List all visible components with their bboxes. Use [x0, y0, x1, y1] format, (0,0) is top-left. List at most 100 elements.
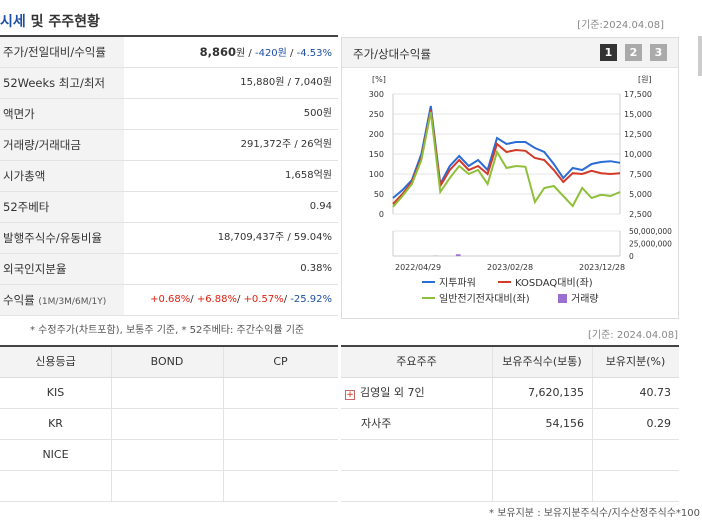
info-label: 주가/전일대비/수익률: [0, 37, 124, 67]
right-tick-label: 12,500: [624, 130, 652, 139]
info-value: 15,880원 / 7,040원: [240, 77, 332, 88]
footnote: * 보유지분 : 보유지분주식수/지수산정주식수*100: [489, 508, 700, 519]
info-value: 0.94: [309, 201, 332, 212]
chart-panel: 주가/상대수익률 1 2 3 [%] [원] 300 250 200 150 100 50 0 1…: [341, 37, 679, 319]
price-change-rate: -4.53%: [296, 48, 332, 59]
info-row-shares: 발행주식수/유동비율 18,709,437주 / 59.04%: [0, 223, 338, 254]
title-highlight: 시세: [0, 14, 26, 30]
x-tick-label: 2023/12/28: [579, 263, 625, 272]
info-label: 거래량/거래대금: [0, 130, 124, 160]
left-tick-label: 100: [369, 170, 384, 179]
info-row-par-value: 액면가 500원: [0, 99, 338, 130]
title-rest: 및 주주현황: [25, 14, 100, 30]
asof-date: [기준:2024.04.08]: [577, 20, 664, 31]
x-tick-label: 2023/02/28: [487, 263, 533, 272]
chart: [%] [원] 300 250 200 150 100 50 0 17,500 15,000 12,5…: [369, 75, 672, 305]
left-tick-label: 150: [369, 150, 384, 159]
expand-icon[interactable]: +: [345, 390, 355, 400]
scrollbar[interactable]: [698, 36, 702, 76]
info-label: 수익률 (1M/3M/6M/1Y): [0, 285, 124, 315]
col-header: CP: [273, 355, 288, 368]
holder-name: 자사주: [361, 417, 392, 430]
info-value: +0.68%/ +6.88%/ +0.57%/ -25.92%: [150, 294, 332, 305]
table-row: 자사주 54,156 0.29: [341, 409, 679, 440]
info-row-foreign: 외국인지분율 0.38%: [0, 254, 338, 285]
asof-date-2: [기준: 2024.04.08]: [587, 330, 678, 341]
info-label: 시가총액: [0, 161, 124, 191]
series-line-2: [392, 109, 621, 205]
info-value: 8,860원 / -420원 / -4.53%: [199, 45, 332, 59]
info-label: 52Weeks 최고/최저: [0, 68, 124, 98]
table-header: 신용등급 BOND CP: [0, 347, 338, 378]
left-axis-unit: [%]: [372, 75, 386, 84]
left-tick-label: 0: [379, 210, 384, 219]
right-tick-label: 17,500: [624, 90, 652, 99]
table-row: KR: [0, 409, 338, 440]
col-header: 보유지분(%): [605, 355, 666, 368]
col-header: 보유주식수(보통): [502, 355, 582, 368]
volume-tick-label: 50,000,000: [629, 227, 672, 236]
price-info-table: 주가/전일대비/수익률 8,860원 / -420원 / -4.53% 52We…: [0, 37, 338, 316]
legend-label: 일반전기전자대비(좌): [439, 293, 530, 305]
info-value: 500원: [303, 108, 332, 119]
info-value: 18,709,437주 / 59.04%: [217, 232, 332, 243]
shareholder-table: 주요주주 보유주식수(보통) 보유지분(%) + 김영일 외 7인 7,620,1…: [341, 345, 679, 502]
footnote: * 수정주가(차트포함), 보통주 기준, * 52주베타: 주간수익률 기준: [30, 325, 305, 336]
volume-tick-label: 25,000,000: [629, 240, 672, 249]
info-row-returns: 수익률 (1M/3M/6M/1Y) +0.68%/ +6.88%/ +0.57%…: [0, 285, 338, 316]
table-row: [341, 440, 679, 471]
info-row-52weeks: 52Weeks 최고/최저 15,880원 / 7,040원: [0, 68, 338, 99]
page-title: 시세 및 주주현황: [0, 11, 100, 31]
table-header: 주요주주 보유주식수(보통) 보유지분(%): [341, 347, 679, 378]
col-header: 주요주주: [396, 355, 437, 368]
info-label: 발행주식수/유동비율: [0, 223, 124, 253]
period-button-3[interactable]: 3: [650, 44, 667, 61]
credit-rating-table: 신용등급 BOND CP KIS KR NICE: [0, 345, 338, 502]
series-line-3: [392, 111, 621, 208]
table-row: KIS: [0, 378, 338, 409]
col-header: BOND: [150, 355, 184, 368]
left-tick-label: 50: [374, 190, 384, 199]
right-tick-label: 5,000: [629, 190, 652, 199]
info-label: 52주베타: [0, 192, 124, 222]
right-tick-label: 10,000: [624, 150, 652, 159]
info-row-volume: 거래량/거래대금 291,372주 / 26억원: [0, 130, 338, 161]
legend-label: KOSDAQ대비(좌): [515, 277, 593, 289]
table-row: + 김영일 외 7인 7,620,135 40.73: [341, 378, 679, 409]
left-tick-label: 250: [369, 110, 384, 119]
period-button-1[interactable]: 1: [600, 44, 617, 61]
current-price: 8,860: [199, 45, 237, 59]
info-label: 외국인지분율: [0, 254, 124, 284]
chart-header: 주가/상대수익률 1 2 3: [342, 38, 678, 68]
series-line-1: [392, 105, 621, 199]
x-tick-label: 2022/04/29: [395, 263, 441, 272]
left-tick-label: 300: [369, 90, 384, 99]
price-change: -420원: [254, 48, 287, 59]
volume-bar: [455, 254, 461, 257]
info-label: 액면가: [0, 99, 124, 129]
right-tick-label: 7,500: [629, 170, 652, 179]
table-row: NICE: [0, 440, 338, 471]
table-row: [341, 471, 679, 502]
volume-tick-label: 0: [629, 252, 634, 261]
divider: [0, 35, 338, 37]
period-button-2[interactable]: 2: [625, 44, 642, 61]
info-value: 1,658억원: [284, 170, 332, 181]
table-row: [0, 471, 338, 502]
chart-title: 주가/상대수익률: [353, 47, 431, 61]
info-value: 291,372주 / 26억원: [240, 139, 332, 150]
legend-label: 거래량: [571, 293, 599, 305]
info-value: 0.38%: [300, 263, 332, 274]
right-tick-label: 2,500: [629, 210, 652, 219]
section-header: 시세 및 주주현황 [기준:2024.04.08]: [0, 0, 702, 34]
right-tick-label: 15,000: [624, 110, 652, 119]
right-axis-unit: [원]: [638, 75, 652, 84]
left-tick-label: 200: [369, 130, 384, 139]
holder-name: 김영일 외 7인: [360, 386, 425, 399]
legend-swatch: [558, 294, 567, 303]
info-row-beta: 52주베타 0.94: [0, 192, 338, 223]
info-row-market-cap: 시가총액 1,658억원: [0, 161, 338, 192]
info-row-price: 주가/전일대비/수익률 8,860원 / -420원 / -4.53%: [0, 37, 338, 68]
col-header: 신용등급: [35, 355, 76, 368]
legend-label: 지투파워: [439, 276, 476, 289]
